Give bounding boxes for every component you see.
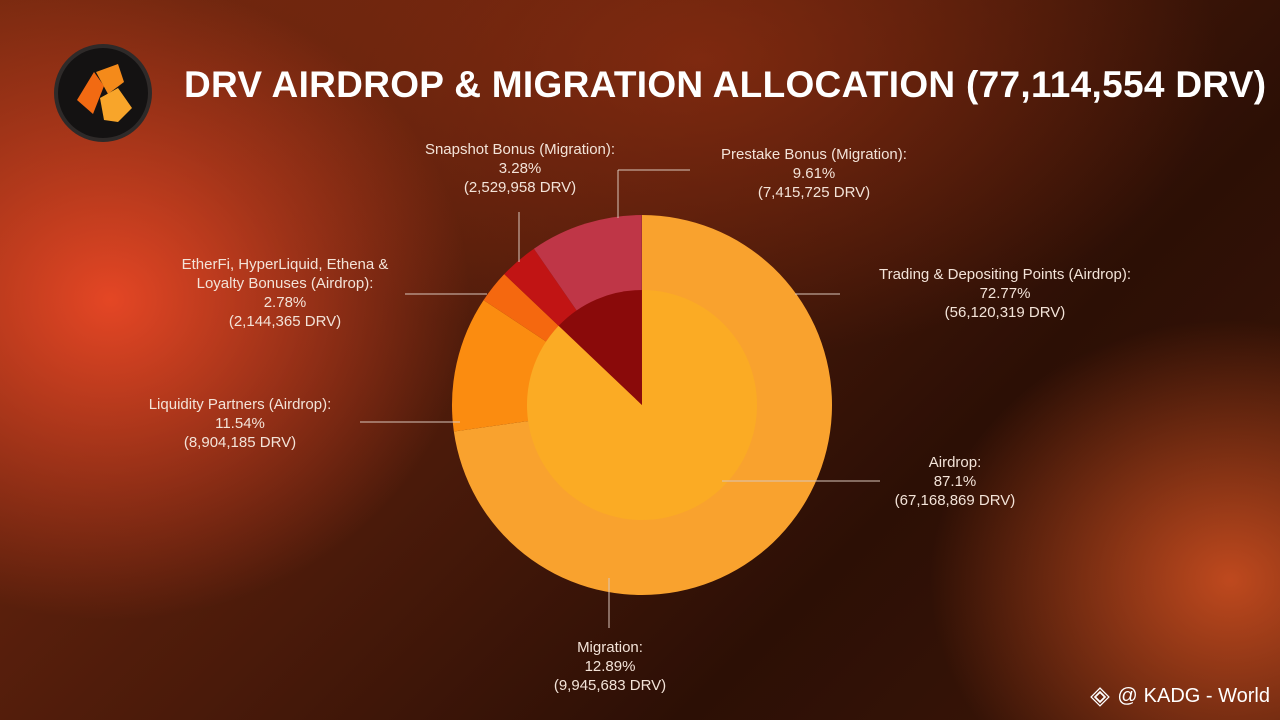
label-trading-percent: 72.77% (979, 285, 1031, 302)
label-snapshot-bonus: Snapshot Bonus (Migration): 3.28% (2,529… (385, 140, 655, 197)
label-prestake-bonus: Prestake Bonus (Migration): 9.61% (7,415… (678, 145, 950, 202)
label-prestake-percent: 9.61% (792, 165, 836, 182)
watermark: @ KADG - World (1089, 685, 1270, 708)
label-liquidity-percent: 11.54% (215, 415, 265, 432)
label-trading-amount: (56,120,319 DRV) (944, 304, 1066, 321)
label-airdrop: Airdrop: 87.1% (67,168,869 DRV) (860, 453, 1050, 510)
label-airdrop-percent: 87.1% (933, 473, 977, 490)
label-liquidity-partners: Liquidity Partners (Airdrop): 11.54% (8,… (110, 395, 370, 452)
chart-title: DRV AIRDROP & MIGRATION ALLOCATION (77,1… (184, 64, 1267, 105)
label-etherfi-amount: (2,144,365 DRV) (228, 313, 342, 330)
watermark-at: @ (1117, 685, 1138, 707)
label-migration-amount: (9,945,683 DRV) (553, 677, 667, 694)
label-snapshot-percent: 3.28% (498, 160, 542, 177)
inner-slice-migration (558, 290, 642, 405)
label-prestake-amount: (7,415,725 DRV) (757, 184, 871, 201)
label-migration-name: Migration: (577, 639, 643, 656)
derive-logo-icon (52, 42, 154, 144)
label-liquidity-name: Liquidity Partners (Airdrop): (148, 396, 332, 413)
label-migration-percent: 12.89% (584, 658, 636, 675)
label-migration: Migration: 12.89% (9,945,683 DRV) (520, 638, 700, 695)
label-etherfi-name-2: Loyalty Bonuses (Airdrop): (196, 275, 374, 292)
label-airdrop-amount: (67,168,869 DRV) (894, 492, 1016, 509)
label-trading-name: Trading & Depositing Points (Airdrop): (878, 266, 1132, 283)
label-liquidity-amount: (8,904,185 DRV) (183, 434, 297, 451)
label-airdrop-name: Airdrop: (928, 454, 982, 471)
label-prestake-name: Prestake Bonus (Migration): (721, 146, 907, 163)
binance-diamond-icon (1090, 686, 1111, 707)
watermark-handle: KADG - World (1143, 685, 1270, 707)
label-snapshot-amount: (2,529,958 DRV) (463, 179, 577, 196)
label-snapshot-name: Snapshot Bonus (Migration): (424, 141, 616, 158)
label-etherfi-bonuses: EtherFi, HyperLiquid, Ethena & Loyalty B… (140, 255, 430, 331)
label-trading-depositing: Trading & Depositing Points (Airdrop): 7… (835, 265, 1175, 322)
label-etherfi-name-1: EtherFi, HyperLiquid, Ethena & (181, 256, 389, 273)
label-etherfi-percent: 2.78% (263, 294, 307, 311)
